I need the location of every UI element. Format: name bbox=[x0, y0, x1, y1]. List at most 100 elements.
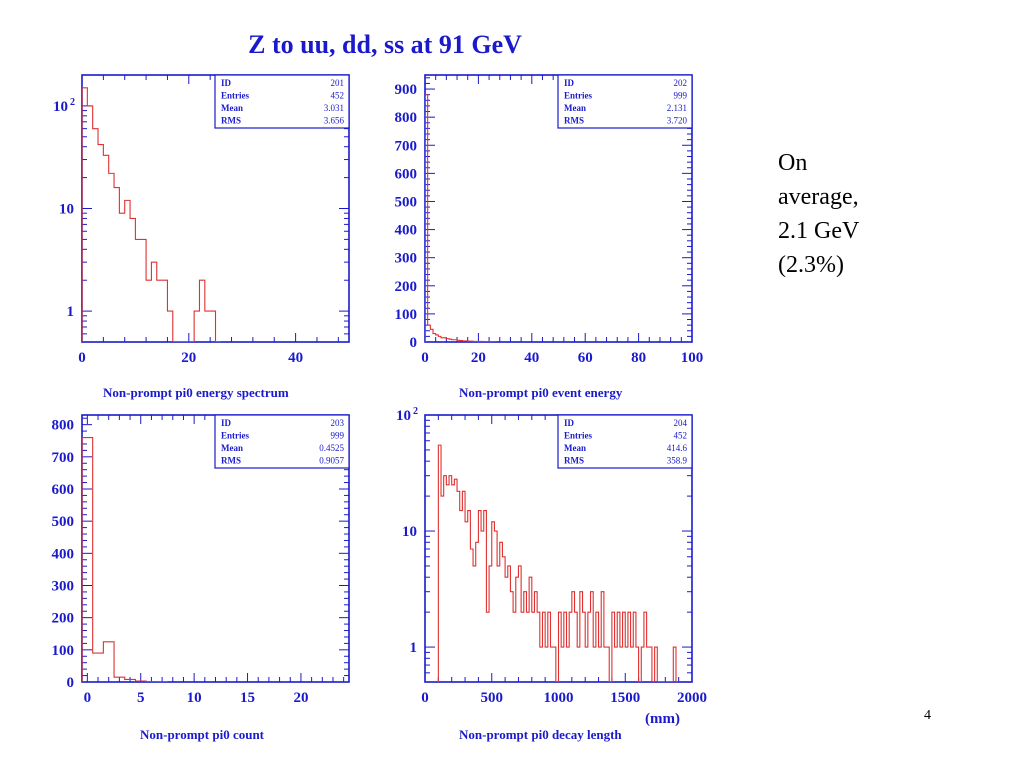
stats-key: Mean bbox=[221, 103, 243, 113]
stats-value: 3.656 bbox=[324, 116, 345, 126]
stats-value: 999 bbox=[331, 431, 345, 441]
y-tick-label: 1 bbox=[410, 640, 418, 656]
histogram-series bbox=[82, 436, 168, 682]
y-tick-label: 400 bbox=[395, 223, 418, 239]
x-tick-label: 40 bbox=[288, 350, 303, 366]
y-tick-label: 700 bbox=[395, 138, 418, 154]
x-tick-label: 0 bbox=[421, 350, 429, 366]
stats-value: 0.4525 bbox=[319, 443, 344, 453]
x-tick-label: 0 bbox=[78, 350, 86, 366]
x-tick-label: 0 bbox=[421, 690, 429, 706]
x-tick-label: 20 bbox=[181, 350, 196, 366]
x-tick-label: 60 bbox=[578, 350, 593, 366]
y-tick-label: 100 bbox=[52, 643, 75, 659]
stats-value: 358.9 bbox=[667, 456, 688, 466]
stats-key: ID bbox=[221, 78, 232, 88]
xlabel-energy-spectrum: Non-prompt pi0 energy spectrum bbox=[103, 385, 289, 400]
stats-key: ID bbox=[221, 418, 232, 428]
y-tick-exponent: 2 bbox=[413, 406, 418, 417]
x-tick-label: 10 bbox=[187, 690, 202, 706]
stats-box bbox=[214, 414, 350, 469]
xlabel-event-energy: Non-prompt pi0 event energy bbox=[459, 385, 623, 400]
histogram-series bbox=[437, 444, 679, 682]
stats-key: RMS bbox=[564, 456, 584, 466]
stats-value: 3.720 bbox=[667, 116, 688, 126]
x-tick-label: 1000 bbox=[544, 690, 574, 706]
y-tick-label: 100 bbox=[395, 307, 418, 323]
histogram-series bbox=[425, 94, 495, 342]
x-tick-label: 15 bbox=[240, 690, 255, 706]
unit-label: (mm) bbox=[645, 711, 680, 727]
stats-key: RMS bbox=[564, 116, 584, 126]
stats-key: Entries bbox=[221, 431, 249, 441]
stats-value: 0.9057 bbox=[319, 456, 344, 466]
y-tick-label: 200 bbox=[52, 611, 75, 627]
stats-box bbox=[557, 74, 693, 129]
page-number: 4 bbox=[924, 708, 931, 723]
y-tick-label: 800 bbox=[395, 110, 418, 126]
stats-value: 203 bbox=[331, 418, 345, 428]
side-note: On average, 2.1 GeV (2.3%) bbox=[778, 146, 859, 282]
stats-box bbox=[214, 74, 350, 129]
stats-value: 2.131 bbox=[667, 103, 687, 113]
y-tick-label: 800 bbox=[52, 418, 75, 434]
stats-key: ID bbox=[564, 418, 575, 428]
stats-key: RMS bbox=[221, 116, 241, 126]
y-tick-label: 300 bbox=[52, 578, 75, 594]
y-tick-label: 700 bbox=[52, 450, 75, 466]
y-tick-label: 1 bbox=[67, 304, 75, 320]
y-tick-label: 10 bbox=[396, 408, 411, 424]
y-tick-label: 600 bbox=[52, 482, 75, 498]
stats-value: 201 bbox=[331, 78, 345, 88]
y-tick-label: 0 bbox=[410, 335, 418, 351]
stats-value: 452 bbox=[331, 91, 345, 101]
stats-key: Mean bbox=[564, 103, 586, 113]
stats-key: Entries bbox=[564, 431, 592, 441]
histogram-series bbox=[82, 87, 221, 342]
side-note-line: (2.3%) bbox=[778, 252, 844, 278]
x-tick-label: 2000 bbox=[677, 690, 707, 706]
stats-key: RMS bbox=[221, 456, 241, 466]
stats-value: 202 bbox=[674, 78, 688, 88]
x-tick-label: 5 bbox=[137, 690, 145, 706]
slide-title: Z to uu, dd, ss at 91 GeV bbox=[248, 30, 522, 59]
x-tick-label: 40 bbox=[524, 350, 539, 366]
stats-box bbox=[557, 414, 693, 469]
stats-value: 204 bbox=[674, 418, 688, 428]
stats-key: Mean bbox=[564, 443, 586, 453]
x-tick-label: 500 bbox=[481, 690, 504, 706]
y-tick-label: 300 bbox=[395, 251, 418, 267]
y-tick-label: 10 bbox=[53, 99, 68, 115]
stats-value: 414.6 bbox=[667, 443, 688, 453]
y-tick-label: 0 bbox=[67, 675, 75, 691]
xlabel-pi0-count: Non-prompt pi0 count bbox=[140, 727, 265, 742]
y-tick-label: 600 bbox=[395, 166, 418, 182]
stats-value: 452 bbox=[674, 431, 688, 441]
y-tick-label: 400 bbox=[52, 546, 75, 562]
stats-key: Mean bbox=[221, 443, 243, 453]
stats-value: 999 bbox=[674, 91, 688, 101]
x-tick-label: 0 bbox=[84, 690, 92, 706]
y-tick-exponent: 2 bbox=[70, 97, 75, 108]
stats-key: Entries bbox=[564, 91, 592, 101]
stats-value: 3.031 bbox=[324, 103, 344, 113]
stats-key: Entries bbox=[221, 91, 249, 101]
y-tick-label: 500 bbox=[395, 194, 418, 210]
y-tick-label: 10 bbox=[59, 202, 74, 218]
x-tick-label: 20 bbox=[471, 350, 486, 366]
side-note-line: average, bbox=[778, 184, 859, 210]
side-note-line: On bbox=[778, 150, 808, 176]
y-tick-label: 200 bbox=[395, 279, 418, 295]
xlabel-decay-length: Non-prompt pi0 decay length bbox=[459, 727, 622, 742]
x-tick-label: 80 bbox=[631, 350, 646, 366]
y-tick-label: 500 bbox=[52, 514, 75, 530]
x-tick-label: 20 bbox=[293, 690, 308, 706]
x-tick-label: 1500 bbox=[610, 690, 640, 706]
y-tick-label: 10 bbox=[402, 524, 417, 540]
side-note-line: 2.1 GeV bbox=[778, 218, 860, 244]
y-tick-label: 900 bbox=[395, 82, 418, 98]
